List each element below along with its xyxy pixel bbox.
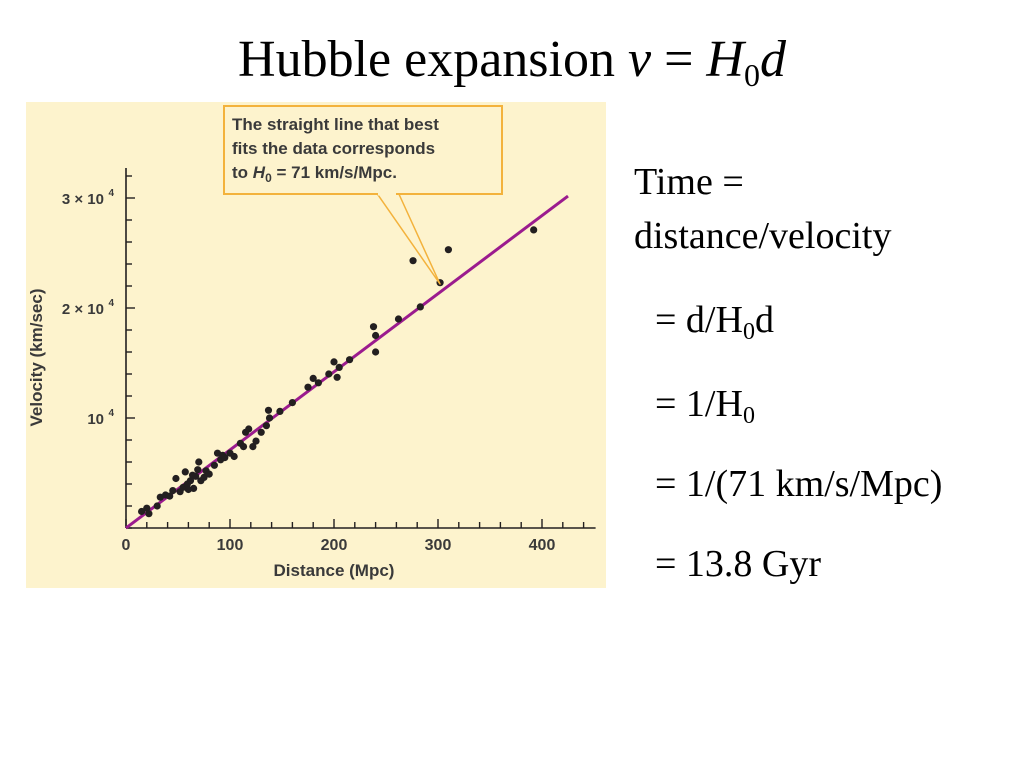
axes: 0 100 200 300 400 10 4 2 × 10 4 3 × 10 4 Distance (… <box>27 168 596 580</box>
callout-pointer <box>375 191 441 285</box>
data-point <box>166 492 174 500</box>
data-point <box>192 472 200 480</box>
data-point <box>245 425 253 433</box>
y-tick-label-base: 10 <box>87 411 104 428</box>
data-point <box>288 399 296 407</box>
data-point <box>169 487 177 495</box>
data-point <box>195 458 203 466</box>
data-point <box>194 466 202 474</box>
data-point <box>257 428 265 436</box>
data-point <box>143 504 151 512</box>
data-point <box>346 356 354 364</box>
x-tick-label: 0 <box>122 537 131 554</box>
data-point <box>145 510 153 518</box>
data-point <box>186 477 195 485</box>
data-point <box>252 437 260 445</box>
hubble-scatter-chart: 0 100 200 300 400 10 4 2 × 10 4 3 × 10 4 Distance (… <box>27 105 596 580</box>
data-point <box>304 383 312 391</box>
data-point <box>239 443 248 451</box>
title-d: d <box>759 31 786 88</box>
data-point <box>333 373 341 381</box>
derivation-line-3-sub: 0 <box>742 319 755 345</box>
data-point <box>369 323 378 331</box>
slide-title: Hubble expansion v = H0d <box>0 28 1024 92</box>
y-tick-label-base: 3 × 10 <box>62 191 104 208</box>
derivation-line-5: = 1/(71 km/s/Mpc) <box>655 463 943 505</box>
data-point <box>262 422 270 430</box>
callout-to: to <box>232 163 253 182</box>
callout-line-3: to H0 = 71 km/s/Mpc. <box>232 163 397 185</box>
data-point <box>372 331 380 340</box>
derivation-line-3-b: d <box>754 299 774 341</box>
data-point <box>314 379 322 387</box>
data-point <box>221 454 229 462</box>
y-tick-label-exponent: 4 <box>108 298 114 309</box>
data-point <box>230 452 238 461</box>
data-point <box>138 507 146 516</box>
data-point <box>265 414 274 422</box>
data-point <box>309 374 317 382</box>
y-axis-title: Velocity (km/sec) <box>27 289 46 427</box>
data-point <box>372 348 380 356</box>
data-point <box>190 484 198 492</box>
title-subscript: 0 <box>743 57 760 93</box>
derivation-line-6: = 13.8 Gyr <box>655 543 822 585</box>
data-point <box>205 470 213 478</box>
x-tick-label: 300 <box>425 537 452 554</box>
title-h: H <box>706 31 744 88</box>
title-text: Hubble expansion <box>238 31 628 88</box>
data-point <box>181 468 189 476</box>
y-tick-label-base: 2 × 10 <box>62 301 104 318</box>
y-tick-label: 10 <box>87 411 104 428</box>
x-tick-label: 200 <box>321 537 348 554</box>
derivation-line-4-sub: 0 <box>742 403 755 429</box>
data-point <box>416 303 424 311</box>
data-point <box>330 358 338 366</box>
data-point <box>444 246 452 254</box>
data-points <box>138 226 538 518</box>
y-tick-label-exponent: 4 <box>108 408 114 419</box>
title-v: v <box>627 31 652 88</box>
derivation-line-3-a: = d/H <box>655 299 743 341</box>
data-point <box>335 363 343 371</box>
callout-line-1: The straight line that best <box>232 115 439 134</box>
callout-line-2: fits the data corresponds <box>232 139 435 158</box>
data-point <box>394 315 403 323</box>
data-point <box>325 370 333 378</box>
derivation-line-3: = d/H0d <box>655 298 774 345</box>
derivation-line-4: = 1/H0 <box>655 382 755 429</box>
callout-sub: 0 <box>265 171 272 185</box>
y-tick-label-exponent: 4 <box>108 188 114 199</box>
data-point <box>276 407 284 415</box>
y-tick-label: 2 × 10 <box>62 301 104 318</box>
x-tick-label: 100 <box>217 537 244 554</box>
y-tick-label: 3 × 10 <box>62 191 104 208</box>
title-equals: = <box>651 31 707 88</box>
derivation-line-1: Time = <box>634 161 744 203</box>
data-point <box>172 474 180 483</box>
callout-h: H <box>253 163 266 182</box>
data-point <box>264 406 273 414</box>
derivation-line-2: distance/velocity <box>634 215 892 257</box>
data-point <box>210 461 218 469</box>
callout-value: = 71 km/s/Mpc. <box>272 163 397 182</box>
data-point <box>249 443 257 451</box>
x-axis-title: Distance (Mpc) <box>274 561 395 580</box>
x-tick-label: 400 <box>529 537 556 554</box>
callout-box <box>223 105 503 195</box>
data-point <box>409 257 417 265</box>
data-point <box>200 473 208 481</box>
derivation-line-4-a: = 1/H <box>655 383 743 425</box>
data-point <box>153 502 161 510</box>
data-point <box>530 226 538 234</box>
hubble-figure: 0 100 200 300 400 10 4 2 × 10 4 3 × 10 4 Distance (… <box>26 102 606 588</box>
